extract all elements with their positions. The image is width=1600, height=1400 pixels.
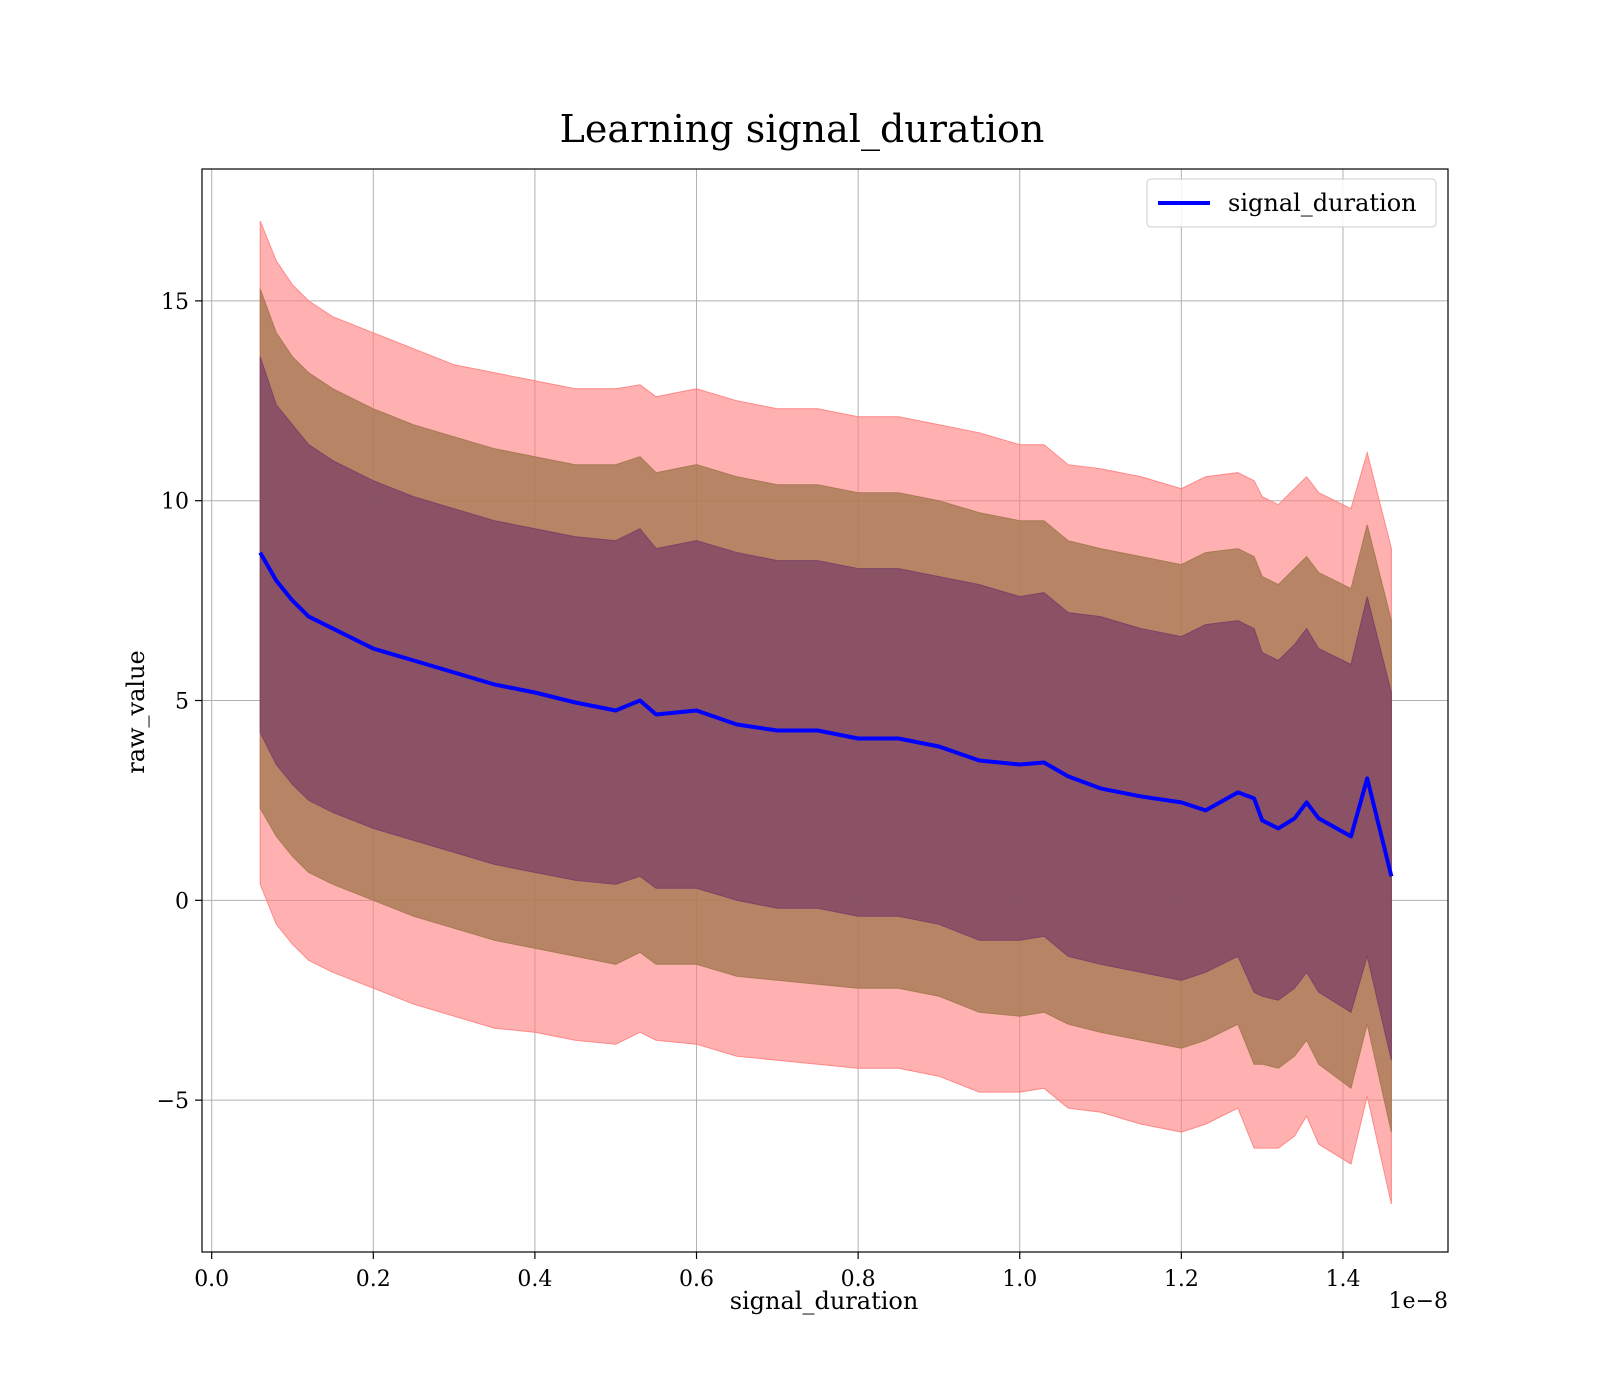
y-axis-ticks: −5 0 5 10 15 xyxy=(157,290,202,1114)
x-tick-label: 0.8 xyxy=(841,1267,876,1292)
y-tick-label: −5 xyxy=(157,1089,189,1114)
x-tick-label: 0.0 xyxy=(194,1267,229,1292)
series-line-signal-duration xyxy=(258,551,1394,877)
y-tick-label: 15 xyxy=(161,290,189,315)
legend-entry: signal_duration xyxy=(1228,189,1417,217)
x-tick-label: 1.0 xyxy=(1002,1267,1037,1292)
band-inner xyxy=(259,356,1392,1061)
y-axis-label: raw_value xyxy=(122,650,150,774)
confidence-bands xyxy=(259,220,1392,1205)
x-axis-label: signal_duration xyxy=(730,1287,919,1315)
axes-frame xyxy=(201,168,1449,1253)
x-axis-offset-text: 1e−8 xyxy=(1389,1289,1448,1314)
x-tick-label: 1.4 xyxy=(1325,1267,1360,1292)
chart-title: Learning signal_duration xyxy=(560,107,1045,152)
x-tick-label: 0.6 xyxy=(679,1267,714,1292)
legend-box xyxy=(1146,178,1437,228)
x-tick-label: 1.2 xyxy=(1164,1267,1199,1292)
x-tick-label: 0.2 xyxy=(356,1267,391,1292)
y-tick-label: 5 xyxy=(175,690,189,715)
legend: signal_duration xyxy=(1146,178,1437,228)
series-lines xyxy=(258,551,1394,877)
x-axis-ticks: 0.0 0.2 0.4 0.6 0.8 1.0 1.2 1.4 xyxy=(194,1252,1360,1292)
x-tick-label: 0.4 xyxy=(517,1267,552,1292)
y-tick-label: 10 xyxy=(161,490,189,515)
y-tick-label: 0 xyxy=(175,889,189,914)
